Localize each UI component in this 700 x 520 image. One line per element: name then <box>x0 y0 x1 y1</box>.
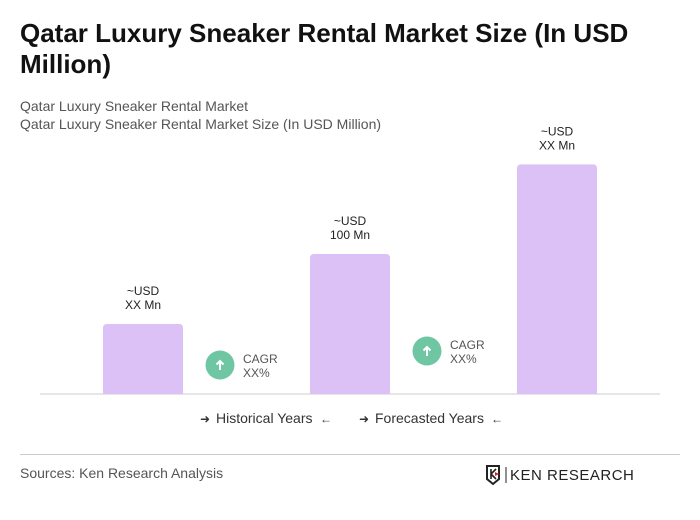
arrow-up-icon <box>422 345 432 356</box>
legend-item: Historical Years <box>216 410 313 426</box>
data-label: ~USD <box>541 124 574 138</box>
divider <box>20 454 680 455</box>
bar <box>103 324 183 394</box>
arrow-up-icon <box>215 359 225 370</box>
svg-text:KEN RESEARCH: KEN RESEARCH <box>510 467 634 484</box>
arrow-left-icon: ← <box>320 412 332 426</box>
arrow-right-icon: ➜ <box>359 412 369 426</box>
data-label: XX Mn <box>125 298 161 312</box>
page-title: Qatar Luxury Sneaker Rental Market Size … <box>20 18 629 79</box>
cagr-label: CAGR <box>450 338 485 352</box>
data-label: ~USD <box>127 284 160 298</box>
arrow-right-icon: ➜ <box>200 412 210 426</box>
data-label: ~USD <box>334 214 367 228</box>
arrow-left-icon: ← <box>491 412 503 426</box>
subtitle: Qatar Luxury Sneaker Rental Market <box>20 98 248 114</box>
data-label: 100 Mn <box>330 228 370 242</box>
cagr-value: XX% <box>243 366 270 380</box>
cagr-value: XX% <box>450 352 477 366</box>
bar <box>517 164 597 394</box>
data-label: XX Mn <box>539 138 575 152</box>
sources-text: Sources: Ken Research Analysis <box>20 465 224 481</box>
cagr-label: CAGR <box>243 352 278 366</box>
legend-item: Forecasted Years <box>375 410 484 426</box>
ken-research-logo: KEN RESEARCH <box>486 464 656 491</box>
bar <box>310 254 390 394</box>
chart-subtitle: Qatar Luxury Sneaker Rental Market Size … <box>20 116 382 132</box>
